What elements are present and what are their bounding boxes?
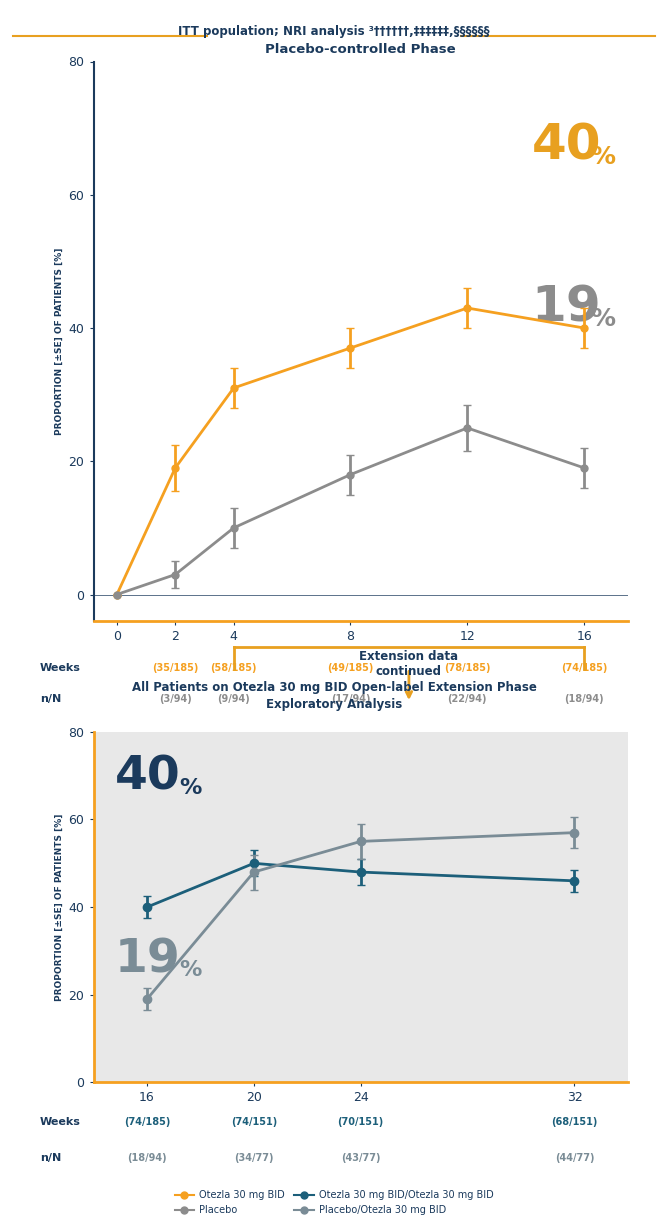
Text: (74/185): (74/185): [561, 663, 607, 673]
Text: (78/185): (78/185): [444, 663, 490, 673]
Title: Placebo-controlled Phase: Placebo-controlled Phase: [265, 43, 456, 57]
Text: Weeks: Weeks: [40, 1117, 81, 1128]
Text: (43/77): (43/77): [341, 1153, 381, 1162]
Text: %: %: [179, 961, 201, 980]
Text: (18/94): (18/94): [127, 1153, 167, 1162]
Text: All Patients on Otezla 30 mg BID Open-label Extension Phase
Exploratory Analysis: All Patients on Otezla 30 mg BID Open-la…: [132, 681, 536, 711]
Text: (34/77): (34/77): [234, 1153, 274, 1162]
Text: n/N: n/N: [40, 694, 61, 704]
Text: (49/185): (49/185): [327, 663, 373, 673]
Text: (68/151): (68/151): [551, 1117, 598, 1128]
Text: %: %: [591, 308, 615, 331]
Text: (74/151): (74/151): [230, 1117, 277, 1128]
Text: 40: 40: [532, 122, 601, 170]
Text: (44/77): (44/77): [554, 1153, 595, 1162]
Text: ITT population; NRI analysis ³††††††,‡‡‡‡‡‡,§§§§§§: ITT population; NRI analysis ³††††††,‡‡‡…: [178, 26, 490, 38]
Text: (58/185): (58/185): [210, 663, 257, 673]
Text: (17/94): (17/94): [331, 694, 370, 704]
Text: Extension data
continued: Extension data continued: [359, 651, 458, 678]
Y-axis label: PROPORTION [±SE] OF PATIENTS [%]: PROPORTION [±SE] OF PATIENTS [%]: [55, 813, 64, 1001]
Text: %: %: [591, 145, 615, 169]
Text: n/N: n/N: [40, 1153, 61, 1162]
Text: (22/94): (22/94): [448, 694, 487, 704]
Text: (74/185): (74/185): [124, 1117, 170, 1128]
Legend: Otezla 30 mg BID, Placebo, Otezla 30 mg BID/Otezla 30 mg BID, Placebo/Otezla 30 : Otezla 30 mg BID, Placebo, Otezla 30 mg …: [171, 1187, 497, 1219]
Text: 40: 40: [115, 755, 180, 800]
Y-axis label: PROPORTION [±SE] OF PATIENTS [%]: PROPORTION [±SE] OF PATIENTS [%]: [55, 247, 64, 435]
Text: 19: 19: [532, 284, 601, 332]
Text: (9/94): (9/94): [217, 694, 250, 704]
Text: %: %: [179, 777, 201, 798]
Text: 19: 19: [115, 937, 180, 983]
Text: (3/94): (3/94): [159, 694, 192, 704]
Text: (70/151): (70/151): [337, 1117, 384, 1128]
Text: (18/94): (18/94): [564, 694, 604, 704]
Text: Weeks: Weeks: [40, 663, 81, 673]
Text: (35/185): (35/185): [152, 663, 198, 673]
